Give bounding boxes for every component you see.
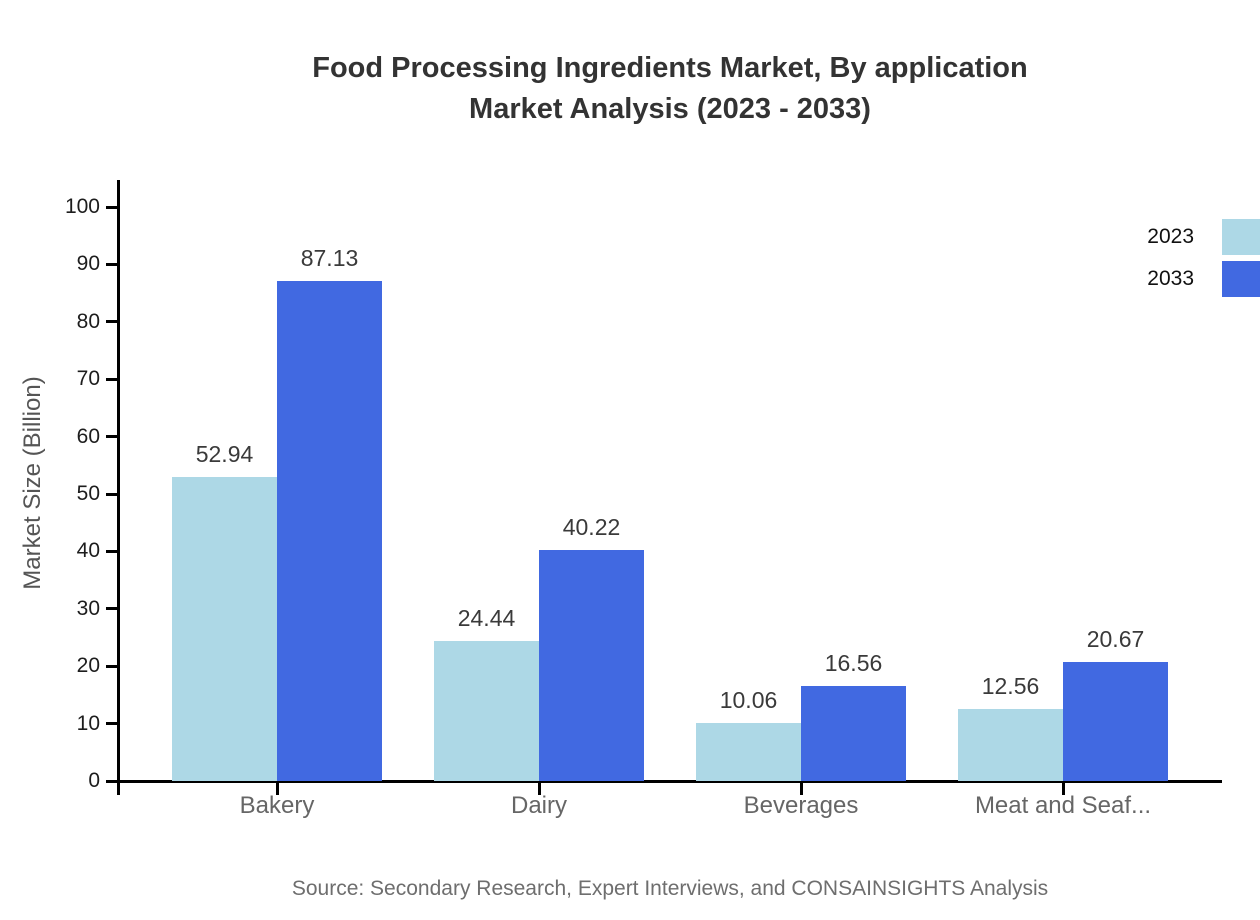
x-tick-mark	[537, 782, 541, 795]
bar-2023-bakery	[172, 477, 277, 781]
y-tick-label: 60	[76, 424, 100, 448]
y-tick-mark	[106, 492, 119, 496]
y-tick-label: 30	[76, 596, 100, 620]
legend-label-2033: 2033	[1147, 267, 1194, 290]
legend-label-2023: 2023	[1147, 225, 1194, 248]
source-note: Source: Secondary Research, Expert Inter…	[291, 877, 1049, 900]
value-label-2023-bakery: 52.94	[195, 441, 254, 468]
y-tick-label: 50	[76, 482, 100, 505]
value-label-2033-dairy: 40.22	[562, 514, 621, 541]
y-tick-label: 80	[76, 309, 100, 333]
y-tick-mark	[106, 549, 119, 553]
x-tick-mark	[1061, 782, 1065, 795]
y-tick-mark	[106, 262, 119, 266]
y-tick-mark	[106, 779, 119, 783]
bar-2023-dairy	[434, 640, 539, 781]
chart-title-line2: Market Analysis (2023 - 2033)	[469, 93, 871, 125]
y-tick-label: 70	[76, 367, 100, 391]
y-tick-mark	[106, 722, 119, 726]
y-tick-label: 0	[88, 769, 100, 792]
value-label-2023-beverages: 10.06	[719, 687, 778, 714]
category-label-dairy: Dairy	[510, 792, 567, 819]
bar-2023-meat-and-seaf	[958, 708, 1063, 781]
y-tick-mark	[106, 435, 119, 439]
value-label-2033-bakery: 87.13	[300, 244, 359, 271]
bar-2033-beverages	[801, 685, 906, 781]
value-label-2023-dairy: 24.44	[457, 604, 516, 631]
category-label-meat-and-seaf: Meat and Seaf...	[974, 792, 1152, 819]
y-tick-mark	[106, 320, 119, 324]
y-tick-label: 90	[76, 252, 100, 276]
bar-2033-bakery	[277, 280, 382, 781]
y-tick-mark	[106, 205, 119, 209]
legend: 2023 2033	[1147, 219, 1260, 303]
x-axis-line	[117, 780, 1222, 783]
x-tick-mark	[799, 782, 803, 795]
value-label-2033-meat-and-seaf: 20.67	[1086, 626, 1145, 653]
y-tick-mark	[106, 607, 119, 611]
y-tick-label: 20	[76, 654, 100, 678]
y-tick-label: 100	[64, 195, 100, 218]
y-tick-mark	[106, 664, 119, 668]
value-label-2033-beverages: 16.56	[824, 649, 883, 676]
y-axis-line	[117, 180, 120, 795]
x-tick-mark	[275, 782, 279, 795]
bar-2033-dairy	[539, 550, 644, 781]
legend-swatch-2033	[1222, 261, 1260, 297]
category-label-bakery: Bakery	[239, 792, 315, 819]
bar-2023-beverages	[696, 723, 801, 781]
y-tick-label: 10	[76, 711, 100, 735]
category-label-beverages: Beverages	[743, 792, 859, 819]
chart-title-line1: Food Processing Ingredients Market, By a…	[312, 52, 1028, 84]
y-tick-mark	[106, 377, 119, 381]
value-label-2023-meat-and-seaf: 12.56	[981, 672, 1040, 699]
legend-row-2033: 2033	[1147, 261, 1260, 297]
y-tick-label: 40	[76, 539, 100, 563]
bar-2033-meat-and-seaf	[1063, 662, 1168, 781]
chart-title: Food Processing Ingredients Market, By a…	[120, 48, 1220, 130]
legend-swatch-2023	[1222, 219, 1260, 255]
legend-row-2023: 2023	[1147, 219, 1260, 255]
